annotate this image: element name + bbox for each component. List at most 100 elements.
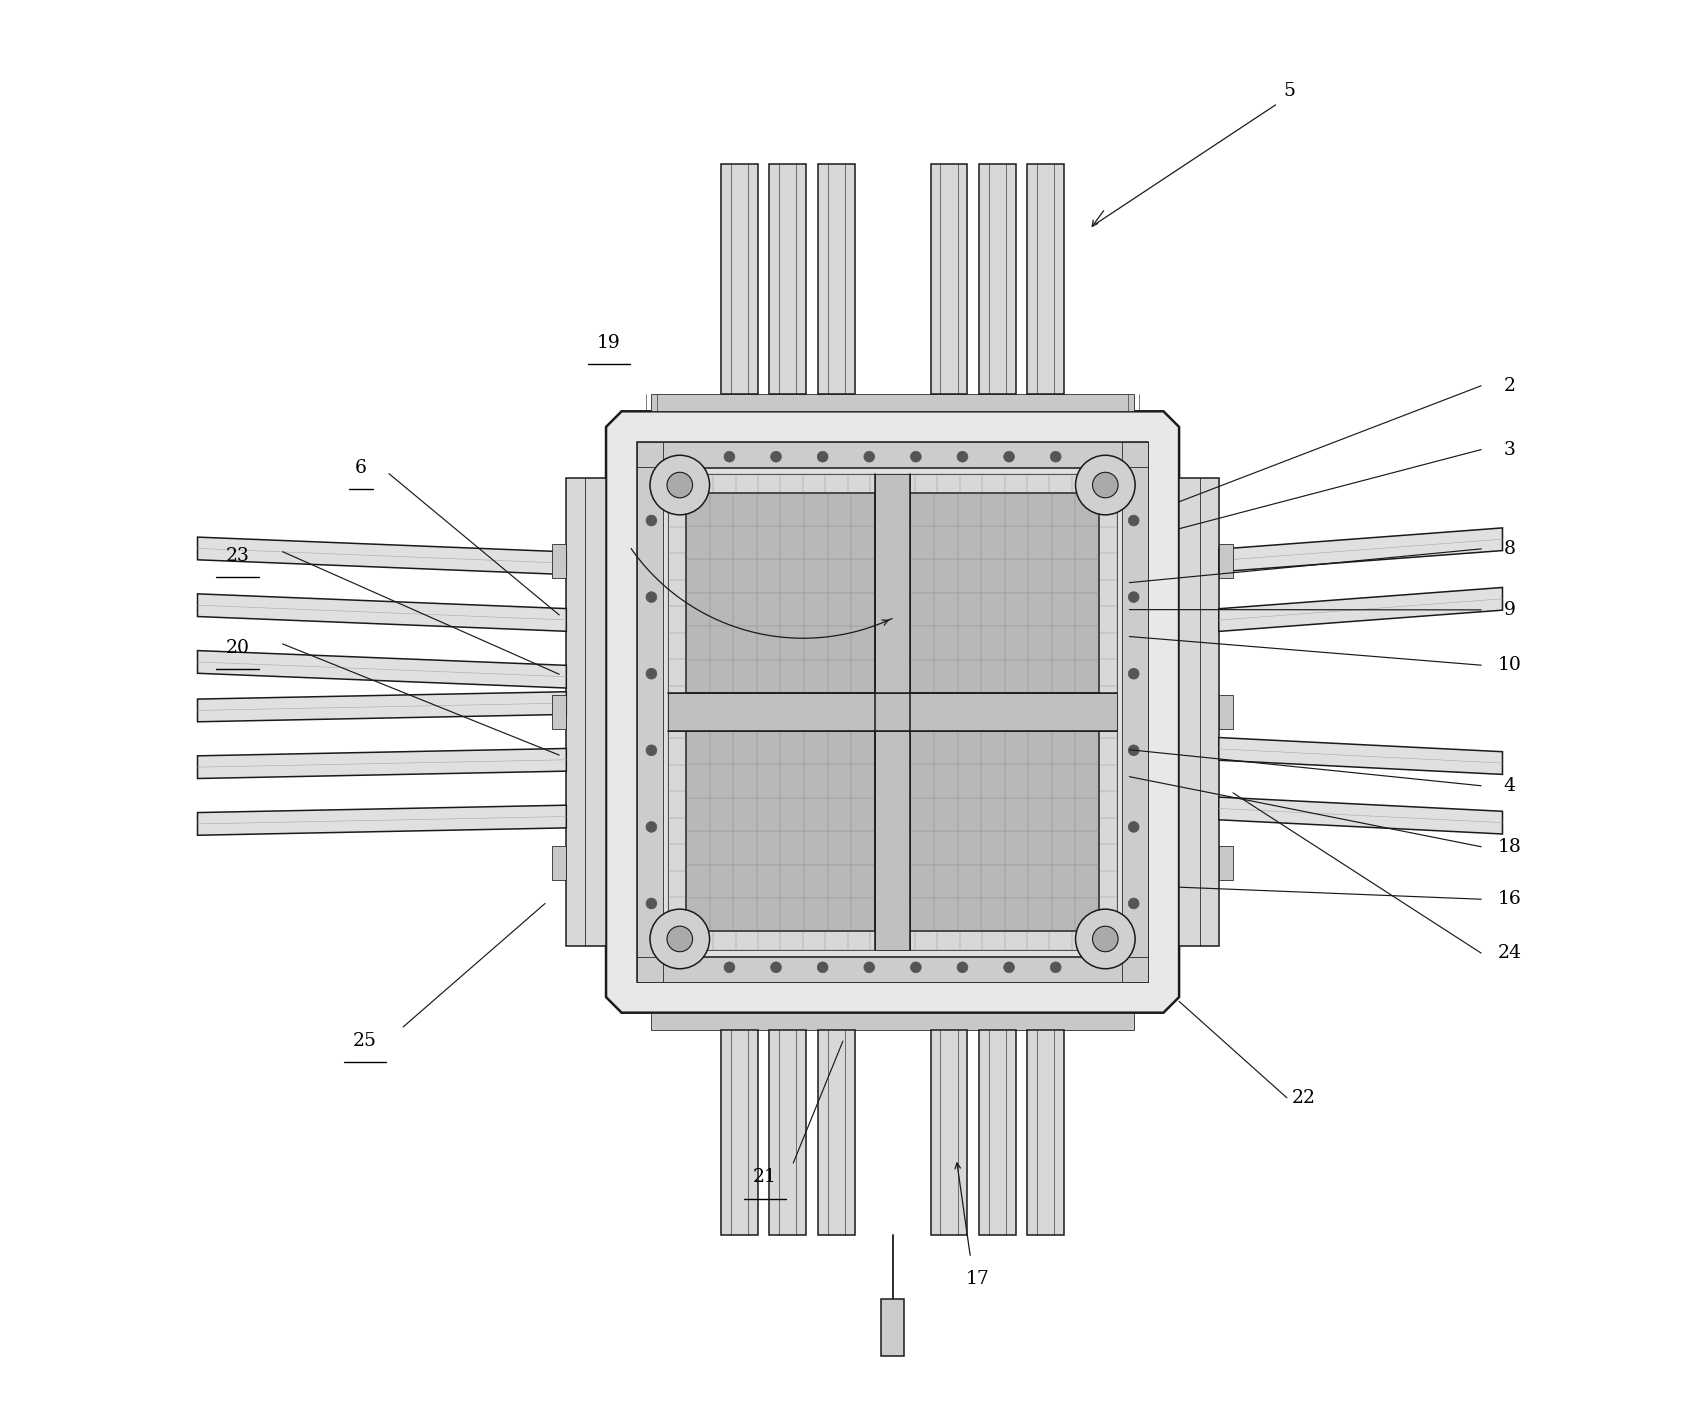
Text: 25: 25 <box>354 1032 377 1049</box>
Text: 16: 16 <box>1498 890 1522 909</box>
Bar <box>651 1012 1134 1030</box>
Text: 22: 22 <box>1292 1089 1316 1106</box>
Circle shape <box>770 963 782 973</box>
Bar <box>1219 846 1232 880</box>
Circle shape <box>911 451 921 461</box>
Circle shape <box>770 451 782 461</box>
Polygon shape <box>1219 797 1503 834</box>
Bar <box>638 443 1148 468</box>
Circle shape <box>818 451 828 461</box>
Bar <box>552 544 566 578</box>
Polygon shape <box>1219 588 1503 631</box>
Bar <box>721 165 758 394</box>
Circle shape <box>1129 745 1139 756</box>
Circle shape <box>1129 822 1139 832</box>
Circle shape <box>666 473 692 498</box>
Circle shape <box>1129 899 1139 909</box>
Circle shape <box>818 963 828 973</box>
Circle shape <box>724 451 734 461</box>
Text: 21: 21 <box>753 1168 777 1186</box>
Polygon shape <box>197 594 566 631</box>
Bar <box>552 695 566 729</box>
Circle shape <box>911 963 921 973</box>
Bar <box>552 846 566 880</box>
Bar <box>687 731 874 931</box>
Circle shape <box>649 456 709 515</box>
Text: 18: 18 <box>1498 837 1522 856</box>
Circle shape <box>1129 668 1139 679</box>
Bar <box>979 165 1015 394</box>
Polygon shape <box>197 805 566 836</box>
Circle shape <box>1093 926 1119 951</box>
Polygon shape <box>1219 738 1503 775</box>
Circle shape <box>1003 963 1015 973</box>
Text: 19: 19 <box>597 335 620 352</box>
Polygon shape <box>197 692 566 722</box>
Polygon shape <box>197 537 566 574</box>
Bar <box>638 443 663 981</box>
Circle shape <box>646 899 656 909</box>
Bar <box>668 693 1117 731</box>
Text: 4: 4 <box>1503 776 1516 795</box>
Bar <box>930 165 967 394</box>
Circle shape <box>1003 451 1015 461</box>
Circle shape <box>646 822 656 832</box>
Circle shape <box>1129 515 1139 525</box>
Text: 9: 9 <box>1503 601 1515 619</box>
Bar <box>881 1299 904 1356</box>
Polygon shape <box>197 749 566 779</box>
Text: 23: 23 <box>226 547 250 565</box>
Bar <box>1219 695 1232 729</box>
Bar <box>979 1030 1015 1236</box>
Text: 6: 6 <box>355 459 367 477</box>
Text: 10: 10 <box>1498 656 1522 674</box>
Circle shape <box>1051 451 1061 461</box>
Bar <box>1122 443 1148 981</box>
Circle shape <box>666 926 692 951</box>
Bar <box>911 493 1098 693</box>
Circle shape <box>1076 909 1136 968</box>
Bar <box>1219 544 1232 578</box>
Bar <box>638 956 1148 981</box>
Circle shape <box>646 515 656 525</box>
Bar <box>566 478 605 946</box>
Circle shape <box>957 451 967 461</box>
Circle shape <box>646 592 656 602</box>
Circle shape <box>864 451 874 461</box>
Text: 24: 24 <box>1498 944 1522 963</box>
Bar <box>687 493 874 693</box>
Circle shape <box>957 963 967 973</box>
Circle shape <box>1093 473 1119 498</box>
Polygon shape <box>1219 528 1503 572</box>
Polygon shape <box>605 412 1180 1012</box>
Text: 17: 17 <box>966 1270 989 1289</box>
Bar <box>721 1030 758 1236</box>
Bar <box>874 474 911 950</box>
Bar <box>1180 478 1219 946</box>
Circle shape <box>649 909 709 968</box>
Text: 3: 3 <box>1503 440 1515 459</box>
Bar <box>638 443 1148 981</box>
Circle shape <box>1076 456 1136 515</box>
Circle shape <box>1129 592 1139 602</box>
Bar <box>818 1030 855 1236</box>
Bar <box>911 731 1098 931</box>
Bar <box>770 165 806 394</box>
Polygon shape <box>197 651 566 688</box>
Bar <box>818 165 855 394</box>
Circle shape <box>646 668 656 679</box>
Bar <box>651 394 1134 412</box>
Bar <box>930 1030 967 1236</box>
Bar <box>668 474 1117 950</box>
Bar <box>770 1030 806 1236</box>
Bar <box>1027 165 1064 394</box>
Text: 8: 8 <box>1503 540 1516 558</box>
Text: 20: 20 <box>224 639 250 656</box>
Circle shape <box>1051 963 1061 973</box>
Text: 2: 2 <box>1503 377 1516 394</box>
Bar <box>1027 1030 1064 1236</box>
Text: 5: 5 <box>1284 81 1295 100</box>
Circle shape <box>864 963 874 973</box>
Circle shape <box>646 745 656 756</box>
Circle shape <box>724 963 734 973</box>
